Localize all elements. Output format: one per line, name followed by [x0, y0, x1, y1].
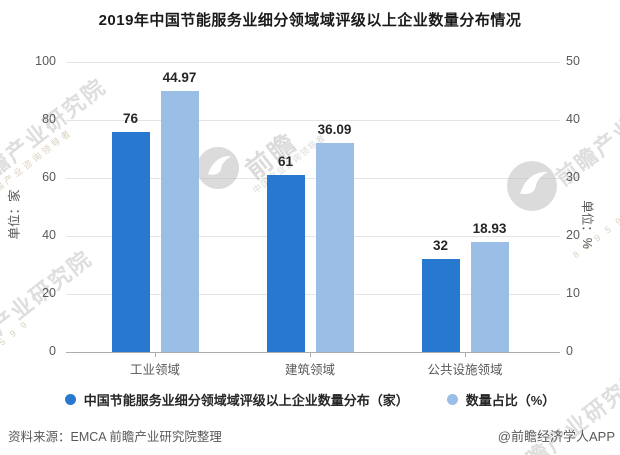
chart-title: 2019年中国节能服务业细分领域域评级以上企业数量分布情况 — [98, 12, 522, 29]
legend-label-share: 数量占比（%） — [465, 393, 556, 408]
watermark-logo-right — [506, 160, 558, 217]
gridline — [66, 294, 560, 295]
gridline — [66, 120, 560, 121]
category-label-1: 工业领域 — [129, 363, 180, 377]
legend-label-count: 中国节能服务业细分领域域评级以上企业数量分布（家） — [83, 393, 409, 408]
bar-share-3 — [470, 242, 509, 352]
bar-share-1 — [160, 91, 199, 352]
legend: 中国节能服务业细分领域域评级以上企业数量分布（家） 数量占比（%） — [0, 390, 620, 409]
left-axis-tick-label: 100 — [35, 54, 56, 68]
x-axis-line — [66, 352, 560, 353]
value-label-count-3: 32 — [432, 238, 449, 254]
gridline — [66, 236, 560, 237]
right-axis-tick-label: 20 — [566, 228, 580, 242]
left-axis-tick-label: 60 — [42, 170, 56, 184]
value-label-share-1: 44.97 — [162, 70, 197, 86]
legend-item-count: 中国节能服务业细分领域域评级以上企业数量分布（家） — [64, 390, 409, 409]
legend-swatch-1 — [446, 394, 458, 405]
category-label-3: 公共设施领域 — [427, 363, 503, 377]
value-label-count-1: 76 — [122, 110, 139, 126]
right-axis-tick-label: 10 — [566, 286, 580, 300]
qianzhan-logo-icon — [507, 161, 557, 211]
legend-item-share: 数量占比（%） — [446, 390, 556, 409]
qianzhan-logo-icon — [196, 146, 240, 190]
left-axis-tick-label: 0 — [49, 344, 56, 358]
value-label-share-3: 18.93 — [472, 221, 507, 237]
right-axis-tick-label: 30 — [566, 170, 580, 184]
x-axis-tick — [155, 352, 156, 357]
left-axis-tick-label: 40 — [42, 228, 56, 242]
left-axis-tick-label: 20 — [42, 286, 56, 300]
legend-swatch-0 — [64, 394, 76, 405]
value-label-count-2: 61 — [277, 154, 294, 170]
bar-share-2 — [315, 142, 354, 352]
value-label-share-2: 36.09 — [317, 121, 352, 137]
footer-credit-text: @前瞻经济学人APP — [497, 429, 615, 444]
right-axis-tick-label: 40 — [566, 112, 580, 126]
x-axis-tick — [310, 352, 311, 357]
right-axis-tick-label: 50 — [566, 54, 580, 68]
right-axis-tick-label: 0 — [566, 344, 573, 358]
x-axis-tick — [465, 352, 466, 357]
bar-count-2 — [266, 175, 305, 352]
gridline — [66, 178, 560, 179]
footer-source-text: 资料来源：EMCA 前瞻产业研究院整理 — [8, 430, 222, 444]
bar-count-3 — [421, 259, 460, 352]
left-axis-tick-label: 80 — [42, 112, 56, 126]
gridline — [66, 62, 560, 63]
watermark-logo-center — [196, 146, 240, 195]
bar-count-1 — [111, 131, 150, 352]
category-label-2: 建筑领域 — [284, 363, 335, 377]
